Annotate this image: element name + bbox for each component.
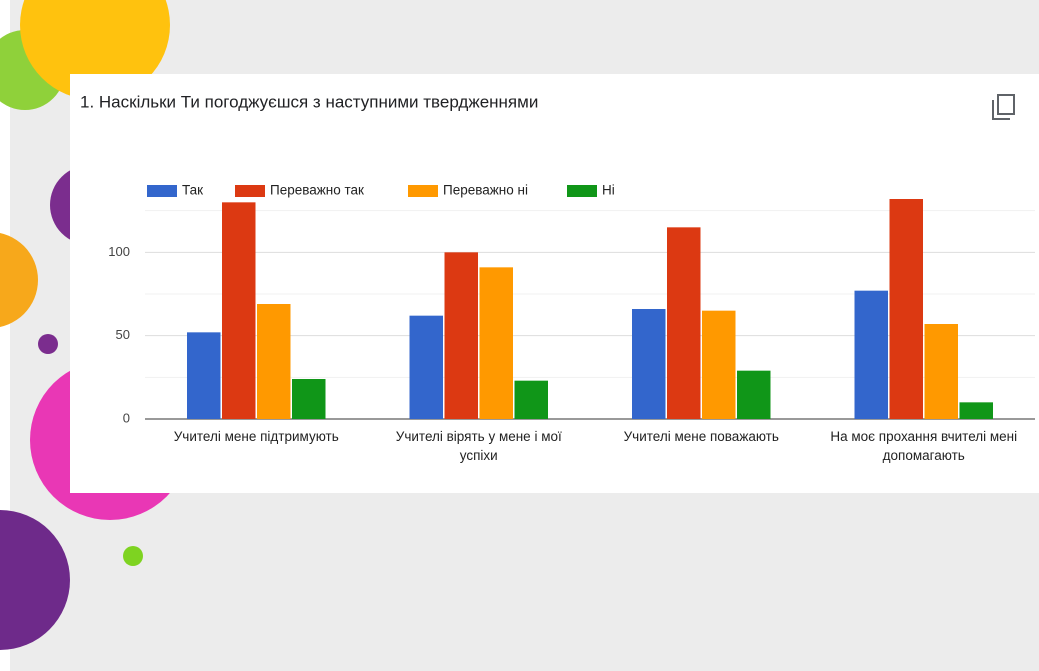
copy-icon-front	[997, 94, 1015, 115]
edge	[0, 0, 10, 671]
bar	[257, 304, 291, 419]
legend-label: Так	[182, 183, 203, 198]
bar	[479, 267, 513, 419]
bar	[444, 252, 478, 419]
chart-title: 1. Наскільки Ти погоджуєшся з наступними…	[80, 92, 538, 111]
legend-label: Переважно ні	[443, 183, 528, 198]
chart: 1. Наскільки Ти погоджуєшся з наступними…	[80, 92, 1035, 425]
copy-icon-back	[992, 100, 1010, 120]
x-tick-label: Учителі вірять у мене і мої успіхи	[395, 429, 562, 463]
legend-label: Ні	[602, 183, 615, 198]
y-tick-label: 100	[108, 244, 130, 259]
deco-circle	[0, 233, 38, 327]
legend-label: Переважно так	[270, 183, 364, 198]
deco-circle	[0, 510, 70, 650]
x-tick-label: Учителі мене поважають	[623, 429, 779, 444]
x-tick-label: Учителі мене підтримують	[173, 429, 339, 444]
y-tick-label: 50	[116, 327, 130, 342]
legend-swatch	[567, 185, 597, 197]
bar	[187, 332, 221, 419]
bar	[632, 309, 666, 419]
x-tick-label: На моє прохання вчителі мені допомагають	[830, 429, 1018, 463]
bar	[854, 290, 888, 419]
bar	[702, 310, 736, 419]
bar	[222, 202, 256, 419]
bar	[924, 324, 958, 419]
y-tick-label: 0	[123, 410, 130, 425]
bar	[292, 379, 326, 419]
copy-icon[interactable]	[992, 94, 1015, 120]
deco-circle	[38, 334, 58, 354]
bar	[889, 199, 923, 419]
legend-swatch	[408, 185, 438, 197]
legend-swatch	[235, 185, 265, 197]
bar	[737, 370, 771, 419]
bar	[667, 227, 701, 419]
bar	[409, 315, 443, 419]
bar	[514, 380, 548, 419]
deco-circle	[123, 546, 143, 566]
bar	[959, 402, 993, 419]
chart-card: 1. Наскільки Ти погоджуєшся з наступними…	[70, 74, 1039, 493]
legend-swatch	[147, 185, 177, 197]
